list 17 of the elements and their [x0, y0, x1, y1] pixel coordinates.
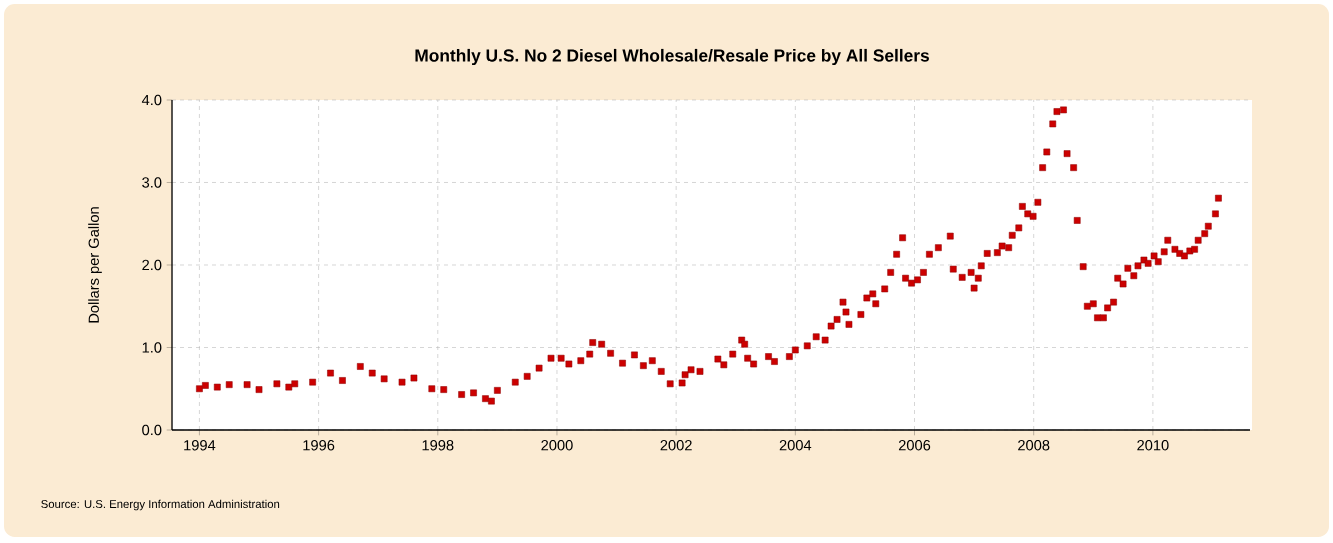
x-tick-label: 1994 [184, 440, 216, 451]
y-tick-label: 0.0 [142, 424, 162, 436]
y-tick-label: 4.0 [141, 94, 162, 106]
x-tick-label: 2010 [1137, 440, 1169, 451]
y-tick-label: 2.0 [142, 259, 162, 271]
chart-title: Monthly U.S. No 2 Diesel Wholesale/Resale Price by All Sellers [415, 48, 929, 66]
x-tick-label: 1996 [303, 440, 335, 451]
x-tick-label: 1998 [422, 440, 454, 451]
x-tick-label: 2002 [660, 440, 692, 451]
source-note: Source: U.S. Energy Information Administration [41, 499, 280, 511]
x-tick-label: 2006 [898, 440, 931, 451]
y-axis-title: Dollars per Gallon [88, 207, 102, 323]
x-tick-label: 2004 [779, 440, 812, 451]
y-tick-label: 3.0 [142, 177, 162, 188]
x-tick-label: 2008 [1018, 440, 1050, 451]
y-tick-label: 1.0 [142, 342, 162, 353]
x-tick-label: 2000 [541, 440, 573, 451]
